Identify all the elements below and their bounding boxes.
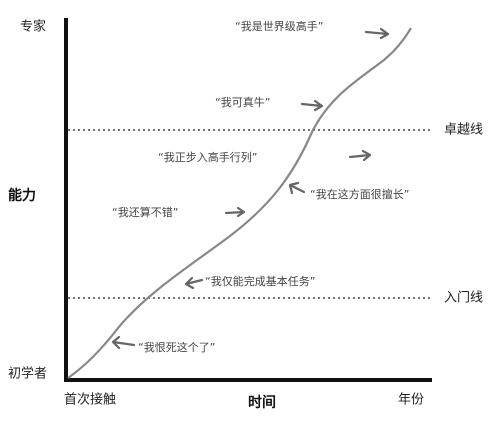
- y-axis-label: 能力: [8, 187, 36, 204]
- annotation: “我是世界级高手”: [235, 19, 323, 33]
- learning-curve: [67, 27, 412, 379]
- arrow: [184, 276, 204, 290]
- annotation: “我正步入高手行列”: [158, 150, 257, 164]
- arrow: [364, 27, 390, 40]
- line-label: 卓越线: [444, 123, 483, 138]
- arrow: [300, 99, 324, 112]
- arrow: [111, 335, 136, 350]
- y-bottom-label: 初学者: [8, 366, 47, 382]
- x-start-label: 首次接触: [64, 392, 116, 408]
- y-top-label: 专家: [20, 19, 46, 35]
- arrow: [288, 181, 306, 195]
- annotation: “我在这方面很擅长”: [310, 187, 409, 201]
- annotation: “我仅能完成基本任务”: [205, 274, 315, 288]
- arrow: [224, 206, 246, 218]
- annotation: “我还算不错”: [112, 205, 178, 219]
- x-end-label: 年份: [398, 393, 424, 408]
- x-axis-label: 时间: [248, 394, 276, 411]
- line-label: 入门线: [444, 291, 483, 306]
- arrow: [348, 149, 372, 162]
- annotation: “我可真牛”: [215, 95, 270, 109]
- annotation: “我恨死这个了”: [138, 340, 215, 354]
